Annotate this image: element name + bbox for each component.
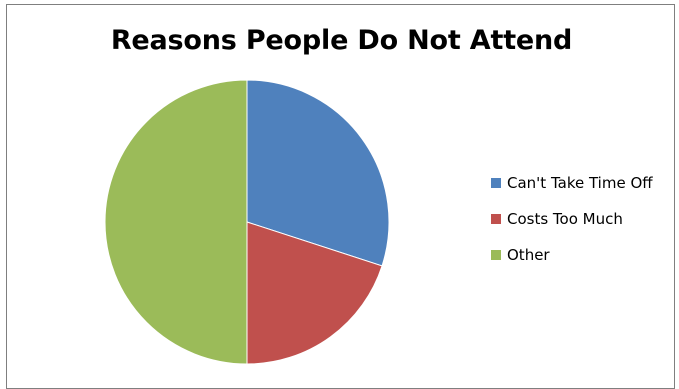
legend-label-other: Other (507, 246, 550, 264)
pie-slice-can-t-take-time-off (246, 79, 390, 267)
pie-slice-costs-too-much (246, 221, 383, 365)
chart-title: Reasons People Do Not Attend (110, 25, 573, 56)
legend-swatch-cant-take-time-off (491, 178, 501, 188)
legend-swatch-other (491, 250, 501, 260)
legend-label-costs-too-much: Costs Too Much (507, 210, 623, 228)
legend-label-cant-take-time-off: Can't Take Time Off (507, 174, 653, 192)
legend-item-cant-take-time-off: Can't Take Time Off (491, 174, 653, 192)
pie-chart (104, 79, 390, 365)
legend-item-other: Other (491, 246, 550, 264)
legend-swatch-costs-too-much (491, 214, 501, 224)
pie-slice-other (104, 79, 248, 365)
legend-item-costs-too-much: Costs Too Much (491, 210, 623, 228)
